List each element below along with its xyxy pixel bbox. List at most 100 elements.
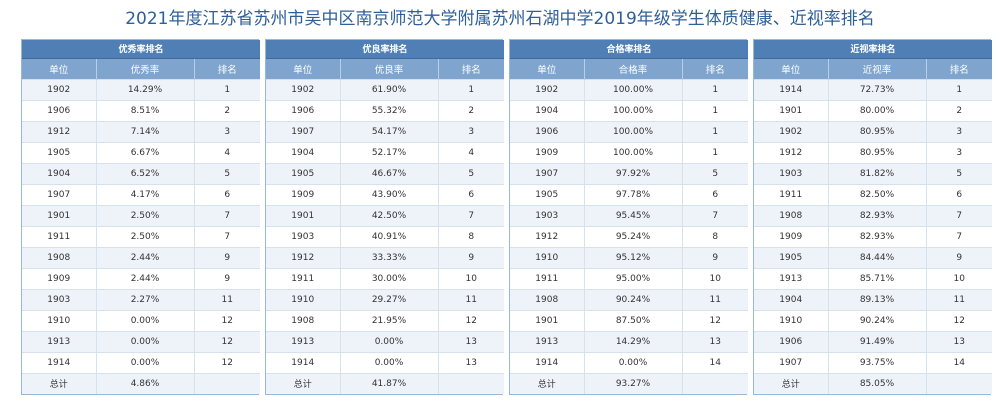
- rank-cell: 6: [926, 183, 993, 205]
- rate-cell: 2.50%: [96, 204, 195, 226]
- panel-pass-rate: 合格率排名 单位 合格率 排名 1902 100.00% 1 1904 100.00% 1 1906…: [509, 39, 749, 395]
- unit-cell: 1911: [266, 267, 341, 289]
- column-header-rate: 优秀率: [96, 58, 195, 79]
- rate-cell: 80.95%: [828, 141, 927, 163]
- table-row: 1910 95.12% 9: [510, 246, 749, 268]
- unit-cell: 1910: [266, 288, 341, 310]
- rate-cell: 95.12%: [584, 246, 683, 268]
- rank-cell: 12: [438, 309, 505, 331]
- rate-cell: 80.00%: [828, 99, 927, 121]
- unit-cell: 1901: [266, 204, 341, 226]
- column-header-rank: 排名: [682, 58, 749, 79]
- rank-cell: 9: [194, 246, 261, 268]
- column-header-unit: 单位: [754, 58, 829, 79]
- rank-cell: 10: [682, 267, 749, 289]
- unit-cell: 1908: [266, 309, 341, 331]
- rank-cell: 7: [194, 225, 261, 247]
- table-row: 1904 6.52% 5: [22, 162, 261, 184]
- table-row: 1908 82.93% 7: [754, 204, 993, 226]
- unit-cell: 1912: [266, 246, 341, 268]
- rate-cell: 6.67%: [96, 141, 195, 163]
- unit-cell: 1902: [754, 120, 829, 142]
- unit-cell: 1901: [22, 204, 97, 226]
- unit-cell: 1914: [266, 351, 341, 373]
- rank-cell: 2: [194, 99, 261, 121]
- rank-cell: 6: [682, 183, 749, 205]
- rate-cell: 4.86%: [96, 372, 195, 394]
- panel-excellent-rate: 优秀率排名 单位 优秀率 排名 1902 14.29% 1 1906 8.51% 2 1912 7.1…: [21, 39, 261, 395]
- rate-cell: 2.27%: [96, 288, 195, 310]
- rank-cell: 6: [438, 183, 505, 205]
- rate-cell: 80.95%: [828, 120, 927, 142]
- unit-cell: 1909: [510, 141, 585, 163]
- rank-cell: 4: [438, 141, 505, 163]
- unit-cell: 1907: [266, 120, 341, 142]
- rank-cell: 11: [194, 288, 261, 310]
- column-header-rate: 优良率: [340, 58, 439, 79]
- table-row: 1906 100.00% 1: [510, 120, 749, 142]
- table-row: 1907 97.92% 5: [510, 162, 749, 184]
- rank-cell: 8: [438, 225, 505, 247]
- rank-cell: 12: [194, 309, 261, 331]
- unit-cell: 1905: [754, 246, 829, 268]
- table-row: 1901 42.50% 7: [266, 204, 505, 226]
- unit-cell: 1902: [266, 78, 341, 100]
- rank-cell: 14: [682, 351, 749, 373]
- unit-cell: 1913: [754, 267, 829, 289]
- unit-cell: 1913: [22, 330, 97, 352]
- rank-cell: 11: [438, 288, 505, 310]
- rate-cell: 54.17%: [340, 120, 439, 142]
- table-row: 1912 7.14% 3: [22, 120, 261, 142]
- table-row: 1903 81.82% 5: [754, 162, 993, 184]
- table-row: 1903 40.91% 8: [266, 225, 505, 247]
- rate-cell: 95.00%: [584, 267, 683, 289]
- unit-cell: 1909: [22, 267, 97, 289]
- rate-cell: 100.00%: [584, 120, 683, 142]
- ranking-table: 近视率排名 单位 近视率 排名 1914 72.73% 1 1901 80.00% 2 1902 80…: [754, 40, 993, 394]
- table-row: 1907 54.17% 3: [266, 120, 505, 142]
- rate-cell: 91.49%: [828, 330, 927, 352]
- rate-cell: 14.29%: [584, 330, 683, 352]
- rate-cell: 43.90%: [340, 183, 439, 205]
- rank-cell: 13: [926, 330, 993, 352]
- column-header-unit: 单位: [22, 58, 97, 79]
- table-row: 1906 8.51% 2: [22, 99, 261, 121]
- column-header-rate: 合格率: [584, 58, 683, 79]
- rank-cell: 5: [682, 162, 749, 184]
- rate-cell: 21.95%: [340, 309, 439, 331]
- unit-cell: 1906: [754, 330, 829, 352]
- rank-cell: 1: [682, 99, 749, 121]
- rank-cell: [926, 372, 993, 394]
- rate-cell: 82.93%: [828, 204, 927, 226]
- rate-cell: 93.75%: [828, 351, 927, 373]
- unit-cell: 1911: [22, 225, 97, 247]
- rate-cell: 2.50%: [96, 225, 195, 247]
- panel-title: 合格率排名: [510, 40, 749, 59]
- unit-cell: 1913: [510, 330, 585, 352]
- rate-cell: 2.44%: [96, 246, 195, 268]
- rank-cell: 8: [682, 225, 749, 247]
- rate-cell: 0.00%: [96, 351, 195, 373]
- rate-cell: 30.00%: [340, 267, 439, 289]
- unit-cell: 1902: [22, 78, 97, 100]
- rank-cell: 14: [926, 351, 993, 373]
- table-row: 1901 87.50% 12: [510, 309, 749, 331]
- table-row: 1912 33.33% 9: [266, 246, 505, 268]
- table-row: 1902 100.00% 1: [510, 78, 749, 100]
- rank-cell: 10: [438, 267, 505, 289]
- total-row: 总计 4.86%: [22, 372, 261, 394]
- total-row: 总计 85.05%: [754, 372, 993, 394]
- unit-cell: 总计: [266, 372, 341, 394]
- rank-cell: 1: [682, 78, 749, 100]
- rank-cell: [682, 372, 749, 394]
- table-row: 1910 29.27% 11: [266, 288, 505, 310]
- table-row: 1904 100.00% 1: [510, 99, 749, 121]
- table-row: 1909 43.90% 6: [266, 183, 505, 205]
- unit-cell: 1906: [22, 99, 97, 121]
- table-row: 1906 91.49% 13: [754, 330, 993, 352]
- rank-cell: 3: [926, 141, 993, 163]
- unit-cell: 1911: [510, 267, 585, 289]
- table-row: 1913 0.00% 13: [266, 330, 505, 352]
- rate-cell: 97.78%: [584, 183, 683, 205]
- unit-cell: 1905: [510, 183, 585, 205]
